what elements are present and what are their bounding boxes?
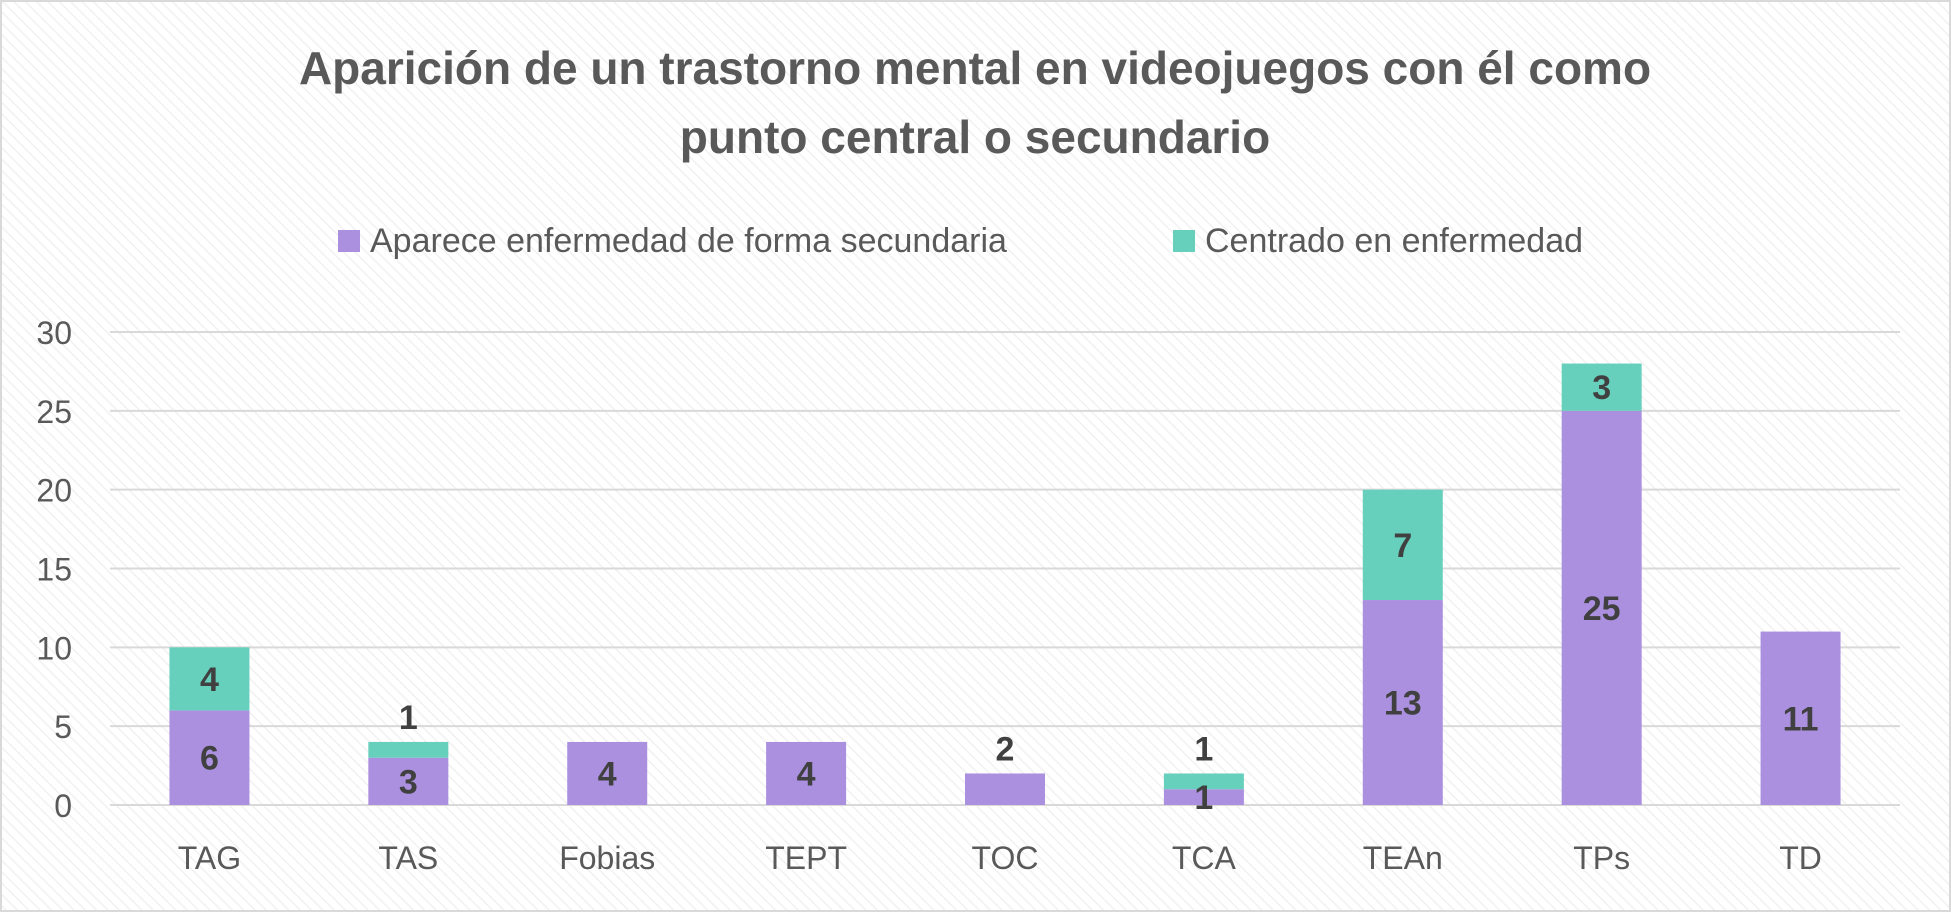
- bar-TD-series-1: [1760, 631, 1841, 805]
- x-axis: TAG TAS Fobias TEPT TOC TCA TEAn TPs TD: [178, 840, 1822, 876]
- x-tick-label-TOC: TOC: [972, 840, 1039, 876]
- data-label-TEPT-series-1: 4: [797, 755, 816, 793]
- legend-swatch-1: [338, 230, 360, 252]
- y-axis: 0 5 10 15 20 25 30: [36, 315, 72, 824]
- x-tick-label-TCA: TCA: [1172, 840, 1237, 876]
- data-label-TEAn-series-2: 7: [1393, 527, 1412, 565]
- x-tick-label-TEAn: TEAn: [1363, 840, 1443, 876]
- bar-TEAn-series-1: [1362, 600, 1443, 805]
- x-tick-label-Fobias: Fobias: [559, 840, 655, 876]
- x-tick-label-TAS: TAS: [378, 840, 438, 876]
- x-tick-label-TD: TD: [1779, 840, 1822, 876]
- data-label-TPs-series-2: 3: [1592, 369, 1611, 407]
- bar-TCA-series-2: [1163, 773, 1244, 790]
- data-label-TD-series-1: 11: [1783, 700, 1819, 738]
- bar-TAS-series-1: [368, 757, 449, 805]
- y-tick-label-20: 20: [36, 473, 72, 509]
- x-tick-label-TAG: TAG: [178, 840, 241, 876]
- chart-title-line-2: punto central o secundario: [680, 111, 1270, 163]
- y-tick-label-15: 15: [36, 552, 72, 588]
- data-label-TAG-series-1: 6: [200, 740, 219, 778]
- y-tick-label-10: 10: [36, 630, 72, 666]
- y-tick-label-30: 30: [36, 315, 72, 351]
- chart-title: Aparición de un trastorno mental en vide…: [299, 42, 1651, 163]
- bar-TEPT-series-1: [766, 741, 847, 805]
- bar-TAG-series-2: [169, 647, 250, 711]
- bar-TPs-series-2: [1561, 363, 1642, 411]
- data-label-TEAn-series-1: 13: [1384, 685, 1422, 723]
- legend-label-2: Centrado en enfermedad: [1205, 222, 1583, 260]
- bar-TOC-series-1: [965, 773, 1045, 805]
- bar-TCA-series-1: [1163, 789, 1244, 805]
- chart-title-line-1: Aparición de un trastorno mental en vide…: [299, 42, 1651, 94]
- x-tick-label-TEPT: TEPT: [765, 840, 847, 876]
- data-label-TOC-series-1: 2: [996, 730, 1015, 768]
- data-label-TAS-series-2: 1: [399, 699, 418, 737]
- bar-TEAn-series-2: [1362, 489, 1443, 601]
- y-tick-label-0: 0: [54, 788, 72, 824]
- y-tick-label-25: 25: [36, 394, 72, 430]
- data-label-TCA-series-1: 1: [1194, 779, 1213, 817]
- legend-label-1: Aparece enfermedad de forma secundaria: [370, 222, 1007, 260]
- bar-TPs-series-1: [1561, 410, 1642, 805]
- x-tick-label-TPs: TPs: [1573, 840, 1630, 876]
- legend-swatch-2: [1173, 230, 1195, 252]
- bar-Fobias-series-1: [567, 741, 648, 805]
- legend: Aparece enfermedad de forma secundaria Ce…: [338, 222, 1583, 260]
- bar-TAG-series-1: [169, 710, 250, 805]
- data-label-TCA-series-2: 1: [1194, 730, 1213, 768]
- data-label-TAG-series-2: 4: [200, 661, 219, 699]
- y-tick-label-5: 5: [54, 709, 72, 745]
- bars: [169, 363, 1841, 805]
- data-label-TAS-series-1: 3: [399, 763, 418, 801]
- data-label-TPs-series-1: 25: [1583, 590, 1621, 628]
- data-label-Fobias-series-1: 4: [598, 755, 617, 793]
- bar-TAS-series-2: [368, 741, 449, 758]
